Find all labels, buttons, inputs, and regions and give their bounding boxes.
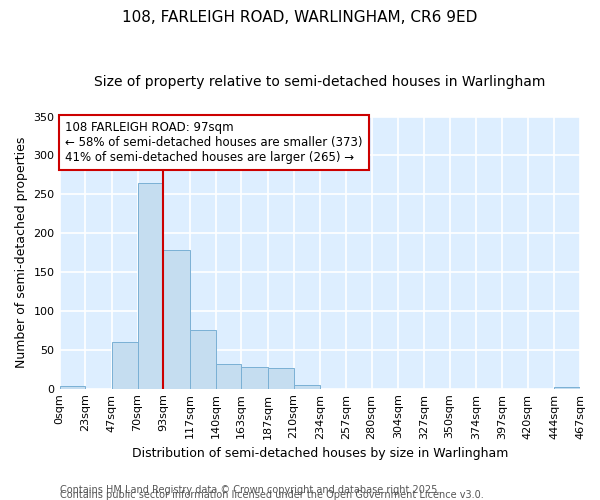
Bar <box>137 182 163 388</box>
Bar <box>293 385 320 388</box>
Bar <box>554 387 580 388</box>
X-axis label: Distribution of semi-detached houses by size in Warlingham: Distribution of semi-detached houses by … <box>131 447 508 460</box>
Bar <box>112 342 137 388</box>
Title: Size of property relative to semi-detached houses in Warlingham: Size of property relative to semi-detach… <box>94 75 545 89</box>
Y-axis label: Number of semi-detached properties: Number of semi-detached properties <box>15 137 28 368</box>
Bar <box>215 364 241 388</box>
Bar <box>190 330 215 388</box>
Text: 108 FARLEIGH ROAD: 97sqm
← 58% of semi-detached houses are smaller (373)
41% of : 108 FARLEIGH ROAD: 97sqm ← 58% of semi-d… <box>65 121 362 164</box>
Bar <box>59 386 85 388</box>
Bar <box>241 367 268 388</box>
Bar <box>163 250 190 388</box>
Text: Contains HM Land Registry data © Crown copyright and database right 2025.: Contains HM Land Registry data © Crown c… <box>60 485 440 495</box>
Text: 108, FARLEIGH ROAD, WARLINGHAM, CR6 9ED: 108, FARLEIGH ROAD, WARLINGHAM, CR6 9ED <box>122 10 478 25</box>
Text: Contains public sector information licensed under the Open Government Licence v3: Contains public sector information licen… <box>60 490 484 500</box>
Bar <box>268 368 293 388</box>
